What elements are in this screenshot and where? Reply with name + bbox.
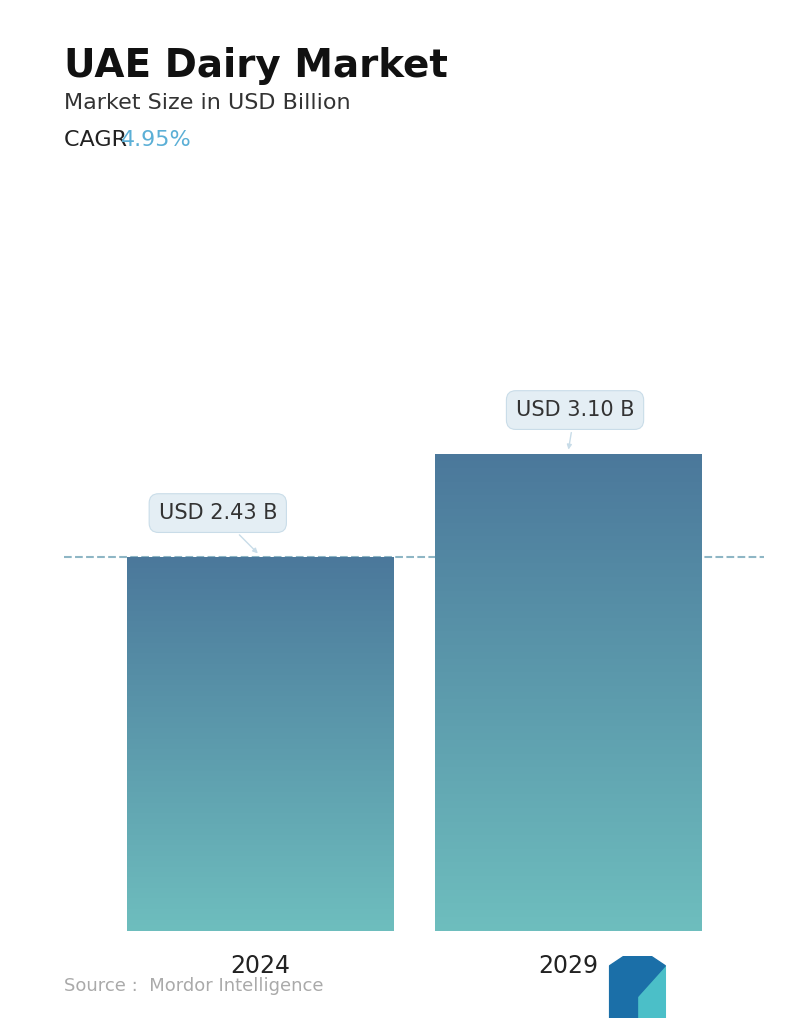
Text: Market Size in USD Billion: Market Size in USD Billion xyxy=(64,93,350,113)
Text: USD 2.43 B: USD 2.43 B xyxy=(158,504,277,552)
Text: 4.95%: 4.95% xyxy=(121,130,192,150)
Text: USD 3.10 B: USD 3.10 B xyxy=(516,400,634,448)
Text: UAE Dairy Market: UAE Dairy Market xyxy=(64,47,447,85)
Text: 2024: 2024 xyxy=(230,953,290,978)
Text: Source :  Mordor Intelligence: Source : Mordor Intelligence xyxy=(64,977,323,995)
Text: 2029: 2029 xyxy=(538,953,598,978)
Text: CAGR: CAGR xyxy=(64,130,134,150)
Polygon shape xyxy=(638,966,665,1018)
Polygon shape xyxy=(610,966,638,1018)
Polygon shape xyxy=(610,956,665,997)
